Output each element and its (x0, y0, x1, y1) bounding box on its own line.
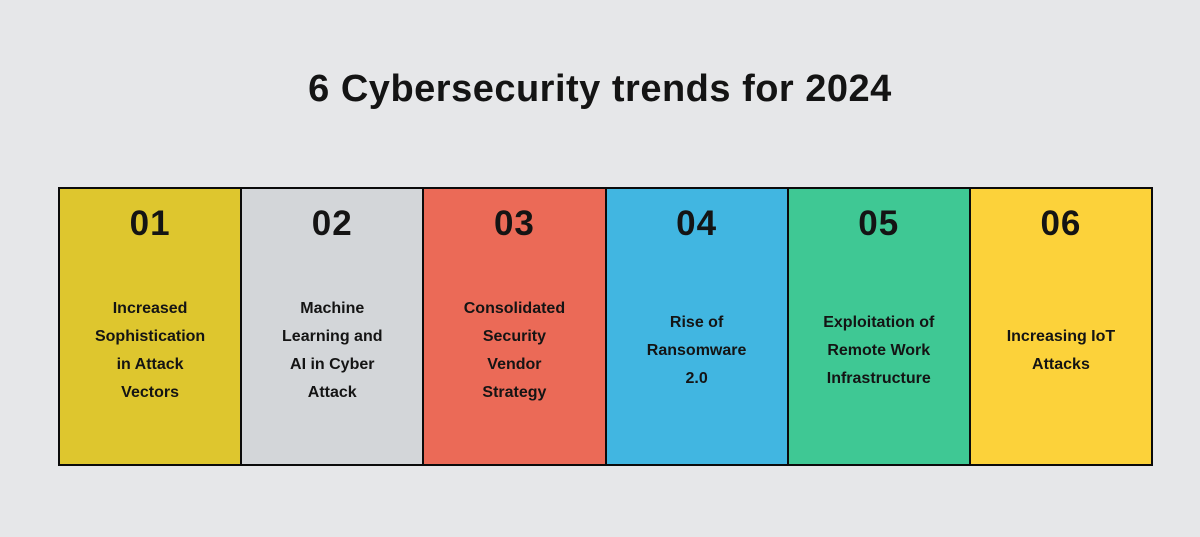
trend-label-wrap: Exploitation of Remote Work Infrastructu… (789, 245, 969, 464)
trend-card-05: 05 Exploitation of Remote Work Infrastru… (786, 189, 969, 464)
trend-label: Consolidated Security Vendor Strategy (463, 299, 566, 401)
trend-label-wrap: Consolidated Security Vendor Strategy (424, 245, 604, 464)
trend-card-04: 04 Rise of Ransomware 2.0 (604, 189, 787, 464)
trend-number: 06 (1040, 204, 1082, 243)
trend-number: 04 (676, 204, 718, 243)
trend-number: 01 (129, 204, 171, 243)
trend-label-wrap: Increasing IoT Attacks (971, 245, 1151, 464)
trend-label: Increased Sophistication in Attack Vecto… (94, 299, 206, 401)
trend-label: Machine Learning and AI in Cyber Attack (282, 299, 383, 401)
trend-number: 03 (493, 204, 535, 243)
trend-label: Rise of Ransomware 2.0 (646, 313, 747, 387)
trend-label-wrap: Increased Sophistication in Attack Vecto… (60, 245, 240, 464)
trend-card-01: 01 Increased Sophistication in Attack Ve… (60, 189, 241, 464)
trend-card-03: 03 Consolidated Security Vendor Strategy (422, 189, 605, 464)
trend-label: Exploitation of Remote Work Infrastructu… (823, 313, 935, 387)
trend-label-wrap: Machine Learning and AI in Cyber Attack (242, 245, 422, 464)
trend-label-wrap: Rise of Ransomware 2.0 (607, 245, 787, 464)
trends-strip: 01 Increased Sophistication in Attack Ve… (58, 187, 1153, 466)
trend-number: 05 (858, 204, 900, 243)
trend-number: 02 (311, 204, 353, 243)
trend-label: Increasing IoT Attacks (1006, 327, 1116, 373)
page-title: 6 Cybersecurity trends for 2024 (308, 68, 892, 110)
trend-card-02: 02 Machine Learning and AI in Cyber Atta… (240, 189, 423, 464)
trend-card-06: 06 Increasing IoT Attacks (968, 189, 1152, 464)
